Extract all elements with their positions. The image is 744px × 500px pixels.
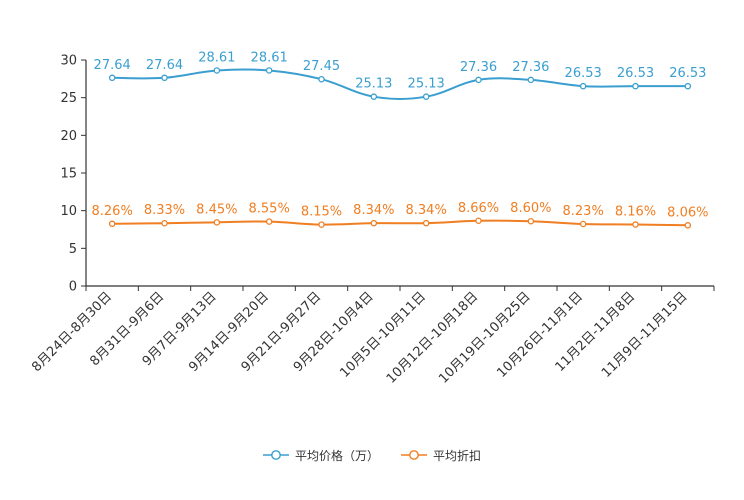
data-label: 27.64 bbox=[94, 58, 131, 73]
data-point bbox=[422, 93, 430, 100]
data-label: 28.61 bbox=[198, 50, 235, 65]
data-label: 8.66% bbox=[458, 201, 499, 216]
x-tick-label: 10月12日-10月18日 bbox=[384, 289, 481, 386]
data-label: 27.36 bbox=[460, 60, 497, 75]
data-point bbox=[108, 74, 116, 82]
data-label: 25.13 bbox=[355, 77, 392, 92]
data-point bbox=[370, 93, 378, 100]
data-label: 8.34% bbox=[353, 203, 394, 218]
y-tick-label: 25 bbox=[60, 91, 77, 106]
data-point bbox=[161, 219, 168, 227]
data-label: 8.23% bbox=[563, 204, 604, 219]
data-point bbox=[213, 219, 221, 226]
data-label: 8.06% bbox=[667, 205, 708, 220]
y-tick-label: 30 bbox=[60, 54, 77, 69]
data-point bbox=[632, 221, 639, 228]
data-label: 8.16% bbox=[615, 205, 656, 220]
data-point bbox=[161, 74, 168, 82]
data-label: 26.53 bbox=[669, 66, 706, 81]
data-label: 8.55% bbox=[249, 202, 290, 217]
data-point bbox=[213, 67, 221, 74]
data-label: 27.45 bbox=[303, 59, 340, 74]
data-point bbox=[108, 220, 116, 228]
data-point bbox=[475, 76, 482, 84]
data-label: 28.61 bbox=[251, 50, 288, 65]
data-point bbox=[684, 222, 692, 229]
legend-item-price[interactable]: 平均价格（万） bbox=[262, 447, 379, 464]
data-point bbox=[579, 220, 587, 228]
data-label: 26.53 bbox=[617, 66, 654, 81]
x-tick-label: 10月19日-10月25日 bbox=[436, 289, 533, 386]
data-point bbox=[422, 219, 430, 227]
data-label: 8.26% bbox=[92, 204, 133, 219]
data-label: 26.53 bbox=[565, 66, 602, 81]
data-label: 27.36 bbox=[512, 60, 549, 75]
data-label: 25.13 bbox=[408, 77, 445, 92]
data-point bbox=[318, 221, 325, 228]
data-point bbox=[684, 82, 692, 90]
series-line-1 bbox=[112, 219, 688, 227]
data-label: 8.33% bbox=[144, 203, 185, 218]
data-label: 27.64 bbox=[146, 58, 183, 73]
y-tick-label: 5 bbox=[69, 242, 77, 257]
data-label: 8.45% bbox=[196, 202, 237, 217]
y-tick-label: 10 bbox=[60, 204, 77, 219]
y-tick-label: 15 bbox=[60, 167, 77, 182]
chart-legend: 平均价格（万） 平均折扣 bbox=[0, 443, 744, 467]
data-point bbox=[265, 67, 273, 74]
legend-item-discount[interactable]: 平均折扣 bbox=[401, 447, 481, 464]
data-point bbox=[318, 75, 325, 83]
data-label: 8.60% bbox=[510, 201, 551, 216]
legend-price-label: 平均价格（万） bbox=[294, 448, 379, 463]
data-point bbox=[527, 217, 535, 225]
data-point bbox=[579, 82, 587, 90]
legend-discount-marker-icon bbox=[401, 450, 427, 460]
data-label: 8.15% bbox=[301, 205, 342, 220]
legend-price-marker-icon bbox=[262, 450, 289, 460]
data-label: 8.34% bbox=[406, 203, 447, 218]
series-line-0 bbox=[112, 68, 688, 101]
data-point bbox=[370, 219, 378, 227]
y-tick-label: 20 bbox=[60, 129, 77, 144]
legend-discount-label: 平均折扣 bbox=[433, 448, 482, 463]
data-point bbox=[265, 218, 273, 225]
data-point bbox=[475, 217, 482, 225]
y-tick-label: 0 bbox=[69, 280, 77, 295]
data-point bbox=[527, 76, 535, 84]
data-point bbox=[632, 82, 639, 90]
